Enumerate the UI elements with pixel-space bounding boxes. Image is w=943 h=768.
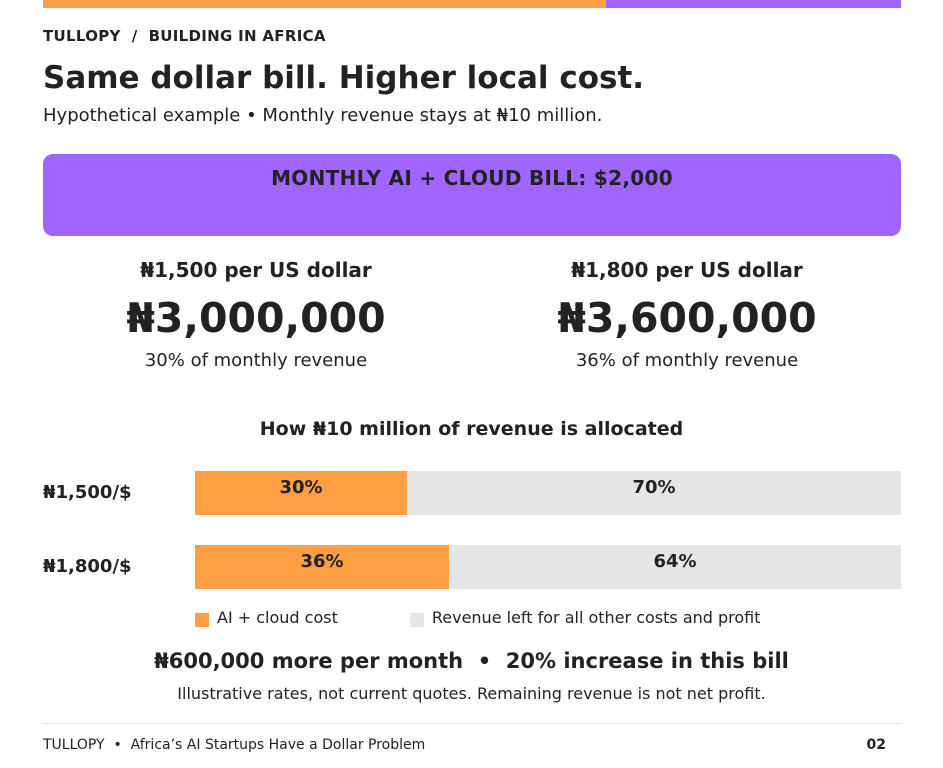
bar-segment-revenue-left: 64%: [449, 545, 901, 589]
bar-segment-ai-cloud-cost: 30%: [195, 471, 407, 515]
legend-item-ai-cloud-cost: AI + cloud cost: [195, 608, 338, 627]
bar-segment-ai-cloud-cost: 36%: [195, 545, 449, 589]
monthly-bill-text: MONTHLY AI + CLOUD BILL: $2,000: [271, 166, 673, 190]
comparison-low-rate: ₦1,500 per US dollar ₦3,000,000 30% of m…: [41, 258, 471, 371]
top-accent-purple: [606, 0, 901, 8]
page-subtitle: Hypothetical example • Monthly revenue s…: [43, 105, 603, 126]
legend-swatch-orange: [195, 612, 209, 627]
legend-label: Revenue left for all other costs and pro…: [431, 608, 761, 627]
exchange-rate-label: ₦1,800 per US dollar: [571, 258, 803, 282]
bar-category-label: ₦1,500/$: [43, 482, 132, 503]
bar-category-label: ₦1,800/$: [43, 556, 132, 577]
naira-cost-amount: ₦3,000,000: [126, 294, 386, 342]
naira-cost-amount: ₦3,600,000: [557, 294, 817, 342]
legend-label: AI + cloud cost: [217, 608, 338, 627]
comparison-high-rate: ₦1,800 per US dollar ₦3,600,000 36% of m…: [472, 258, 902, 371]
stacked-bar: 36% 64%: [195, 545, 901, 589]
stacked-bar: 30% 70%: [195, 471, 901, 515]
top-accent-bar: [43, 0, 901, 8]
footer-divider: [43, 723, 901, 724]
chart-title: How ₦10 million of revenue is allocated: [259, 418, 684, 440]
revenue-share-label: 30% of monthly revenue: [144, 350, 368, 371]
bar-data-label: 64%: [653, 551, 697, 572]
exchange-rate-label: ₦1,500 per US dollar: [140, 258, 372, 282]
bar-data-label: 70%: [632, 477, 676, 498]
page-number: 02: [866, 737, 886, 753]
top-accent-orange: [43, 0, 606, 8]
footer-title: TULLOPY • Africa’s AI Startups Have a Do…: [43, 737, 426, 753]
summary-headline: ₦600,000 more per month • 20% increase i…: [154, 649, 789, 673]
bar-segment-revenue-left: 70%: [407, 471, 901, 515]
revenue-share-label: 36% of monthly revenue: [575, 350, 799, 371]
bar-data-label: 36%: [300, 551, 344, 572]
legend-swatch-gray: [409, 612, 424, 627]
chart-legend: AI + cloud cost Revenue left for all oth…: [195, 608, 761, 627]
bar-data-label: 30%: [279, 477, 323, 498]
monthly-bill-banner: MONTHLY AI + CLOUD BILL: $2,000: [43, 154, 901, 236]
legend-item-revenue-left: Revenue left for all other costs and pro…: [409, 608, 761, 627]
breadcrumb: TULLOPY / BUILDING IN AFRICA: [43, 27, 326, 45]
summary-note: Illustrative rates, not current quotes. …: [177, 684, 766, 703]
page-title: Same dollar bill. Higher local cost.: [43, 60, 645, 96]
